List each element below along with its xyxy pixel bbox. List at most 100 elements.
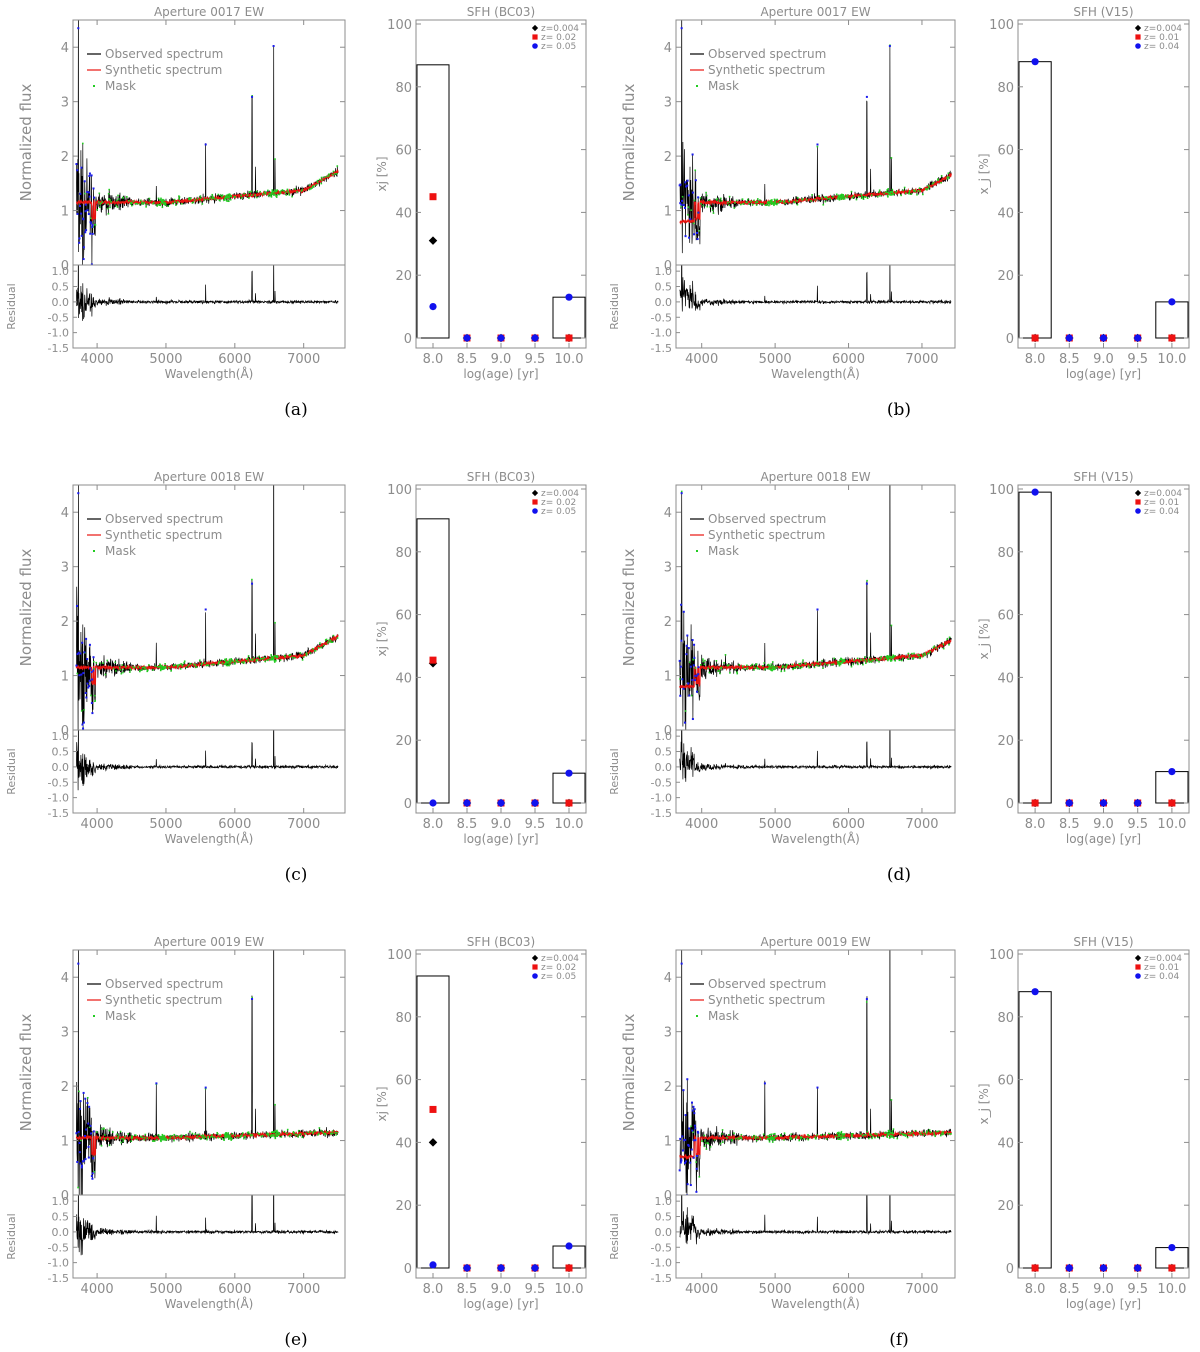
wavelength-tick-label: 7000	[287, 1282, 320, 1297]
mask-point	[815, 664, 818, 666]
mask-point	[856, 657, 859, 660]
mask-point	[748, 203, 751, 205]
mask-point	[99, 206, 101, 209]
marker-z3	[565, 1242, 573, 1250]
mask-point	[97, 201, 100, 203]
wavelength-tick-label: 6000	[218, 352, 251, 367]
wavelength-tick-label: 5000	[149, 817, 182, 832]
mask-point	[130, 1140, 133, 1143]
mask-point	[130, 1136, 133, 1138]
mask-point	[864, 196, 867, 198]
legend-entry: Observed spectrum	[708, 512, 826, 526]
residual-tick-label: 1.0	[655, 1195, 673, 1208]
sfh-y-tick-label: 100	[989, 483, 1014, 498]
mask-point	[780, 1135, 782, 1137]
flagged-point	[78, 1151, 81, 1154]
sfh-x-tick-label: 9.0	[491, 817, 512, 832]
flagged-point	[82, 672, 85, 675]
mask-point	[276, 1135, 279, 1138]
mask-point	[826, 664, 829, 666]
flagged-point	[691, 153, 694, 156]
mask-point	[756, 666, 759, 669]
flagged-point	[83, 1135, 86, 1138]
mask-point	[886, 191, 888, 193]
mask-point	[224, 197, 226, 200]
mask-point	[826, 1138, 828, 1140]
flagged-point	[692, 1156, 695, 1159]
mask-point	[833, 657, 835, 660]
flagged-point	[688, 1127, 691, 1130]
flagged-point	[88, 174, 91, 177]
legend-entry: z= 0.02	[541, 963, 576, 973]
mask-point	[173, 1133, 176, 1136]
mask-point	[754, 664, 757, 666]
mask-point	[766, 204, 768, 206]
residual-axis-label: Residual	[608, 748, 621, 794]
mask-point	[263, 191, 266, 193]
flagged-point	[82, 727, 85, 730]
flagged-point	[91, 224, 94, 227]
flux-tick-label: 4	[61, 506, 69, 521]
mask-point	[789, 1136, 791, 1139]
mask-point	[857, 663, 859, 666]
mask-point	[754, 1137, 757, 1139]
mask-point	[837, 663, 839, 665]
mask-point	[275, 1135, 277, 1137]
flagged-point	[683, 1139, 686, 1142]
mask-point	[225, 660, 227, 663]
mask-point	[131, 1137, 133, 1140]
mask-point	[890, 1135, 892, 1138]
mask-point	[211, 663, 213, 666]
mask-point	[194, 1133, 196, 1135]
mask-point	[101, 1128, 103, 1131]
mask-point	[229, 663, 231, 666]
mask-point	[251, 578, 253, 581]
legend-entry: Synthetic spectrum	[105, 528, 222, 542]
mask-point	[213, 663, 215, 666]
flagged-point	[681, 1135, 684, 1138]
mask-point	[715, 199, 718, 201]
mask-point	[261, 1134, 264, 1137]
sfh-y-tick-label: 60	[395, 609, 412, 624]
mask-point	[734, 668, 737, 671]
flagged-point	[77, 492, 80, 495]
mask-point	[159, 1136, 162, 1138]
mask-point	[169, 1134, 171, 1137]
mask-point	[274, 158, 276, 160]
mask-point	[86, 1096, 89, 1099]
marker-z3	[1065, 1264, 1073, 1272]
mask-point	[208, 198, 211, 201]
flagged-point	[689, 218, 692, 221]
mask-point	[923, 1134, 925, 1136]
mask-point	[824, 196, 826, 198]
mask-point	[222, 1138, 225, 1140]
mask-point	[692, 222, 695, 225]
sfh-y-axis-label: x_j [%]	[977, 1083, 991, 1124]
mask-point	[914, 190, 917, 192]
mask-point	[211, 1134, 213, 1136]
mask-point	[838, 198, 841, 201]
mask-point	[750, 200, 752, 203]
mask-point	[141, 201, 143, 204]
flagged-point	[684, 235, 687, 238]
mask-point	[108, 198, 110, 200]
sfh-x-axis-label: log(age) [yr]	[1066, 1297, 1141, 1311]
flagged-point	[91, 232, 94, 235]
mask-point	[784, 202, 787, 205]
mask-point	[719, 197, 722, 200]
mask-point	[700, 664, 702, 666]
mask-point	[843, 1136, 846, 1139]
mask-point	[811, 663, 814, 666]
mask-points	[678, 27, 950, 241]
mask-point	[267, 1133, 270, 1135]
mask-point	[230, 1139, 233, 1141]
spectrum-plot-5: Aperture 0019 EW012341.00.50.0-0.5-1.0-1…	[5, 935, 346, 1311]
mask-point	[741, 198, 744, 200]
flagged-point	[691, 1129, 694, 1132]
flagged-point	[84, 203, 87, 206]
mask-point	[103, 1127, 105, 1130]
mask-point	[142, 666, 145, 669]
mask-point	[201, 662, 204, 665]
